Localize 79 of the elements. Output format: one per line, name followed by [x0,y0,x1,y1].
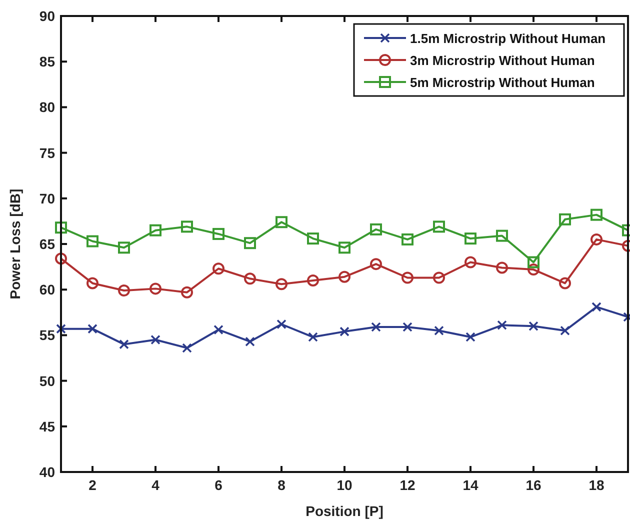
point [244,272,256,285]
point [276,278,288,290]
y-tick-label: 55 [39,327,56,344]
point [307,274,319,286]
x-tick-label: 18 [588,477,604,493]
point [244,237,256,250]
point [214,324,224,335]
point [307,232,319,245]
y-tick-label: 90 [39,8,56,24]
y-tick-label: 60 [39,282,56,298]
y-tick-label: 85 [39,54,56,70]
point [528,264,540,276]
point [466,332,476,342]
point [590,233,602,246]
point [55,222,67,234]
point [119,339,129,350]
point [88,324,98,334]
point [276,319,286,330]
point [433,272,445,284]
y-tick-label: 50 [39,372,56,389]
y-axis-title: Power Loss [dB] [7,188,23,300]
y-tick-label: 65 [39,236,56,252]
point [86,277,98,290]
point [560,326,570,336]
point [433,220,445,233]
x-tick-label: 2 [88,477,97,493]
point [464,256,476,268]
point [402,233,414,246]
point [592,302,602,312]
point [528,256,540,268]
point [590,208,602,221]
point [434,326,444,336]
x-axis-title: Position [P] [306,503,384,519]
x-tick-label: 16 [526,477,542,493]
point [181,220,193,233]
point [496,262,508,274]
point [55,252,67,265]
point [181,286,193,298]
point [276,216,288,228]
point [86,235,98,248]
point [528,321,538,331]
x-tick-label: 4 [152,477,160,493]
point [370,223,382,236]
point [150,282,162,295]
y-tick-label: 45 [39,418,56,434]
point [212,262,224,275]
point [559,213,571,226]
x-tick-label: 8 [278,477,286,493]
point [150,224,162,236]
y-tick-label: 75 [39,144,56,161]
point [118,284,130,297]
point [338,242,350,254]
point [182,343,192,353]
legend-label: 5m Microstrip Without Human [410,75,595,90]
x-tick-label: 10 [336,477,352,493]
point [496,230,508,242]
point [559,277,571,290]
x-tick-label: 14 [462,477,478,493]
point [402,272,414,284]
legend-label: 1.5m Microstrip Without Human [410,31,606,46]
point [245,336,255,346]
point [402,322,412,332]
legend-label: 3m Microstrip Without Human [410,53,595,68]
point [308,332,318,342]
point [371,322,381,332]
point [464,232,476,245]
point [150,334,160,345]
point [56,324,66,334]
point [370,258,382,270]
point [340,326,350,336]
x-tick-label: 6 [214,477,223,493]
y-tick-label: 80 [39,99,56,116]
x-tick-label: 12 [400,477,416,493]
point [118,242,130,254]
y-tick-label: 40 [39,464,56,480]
point [338,270,350,283]
y-tick-label: 70 [39,190,56,206]
point [212,228,224,240]
point [497,320,507,330]
